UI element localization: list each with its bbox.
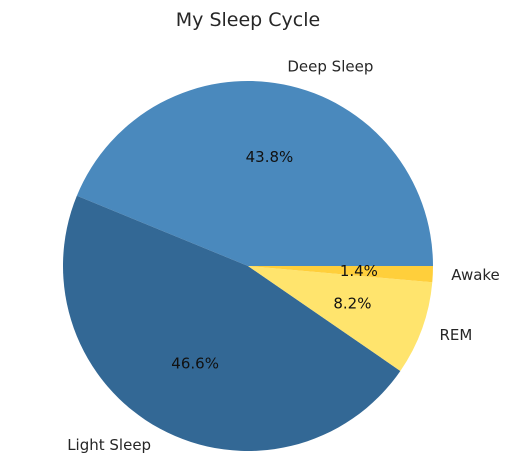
pct-label-rem: 8.2% [333, 295, 371, 313]
pie-labels: 43.8% Deep Sleep 46.6% Light Sleep 8.2% REM 1.… [67, 57, 500, 454]
pct-label-deep-sleep: 43.8% [246, 148, 294, 166]
pie-slice-rem [248, 266, 433, 371]
pie-slice-deep-sleep [76, 80, 433, 266]
slice-label-deep-sleep: Deep Sleep [287, 57, 373, 75]
pie-slice-light-sleep [62, 195, 401, 452]
pie-slice-awake [248, 266, 433, 283]
chart-title: My Sleep Cycle [176, 9, 320, 31]
pct-label-light-sleep: 46.6% [171, 355, 219, 373]
pct-label-awake: 1.4% [340, 262, 378, 280]
slice-label-rem: REM [439, 326, 472, 344]
slice-label-awake: Awake [451, 266, 500, 284]
pie-slices [62, 80, 433, 452]
slice-label-light-sleep: Light Sleep [67, 436, 151, 454]
